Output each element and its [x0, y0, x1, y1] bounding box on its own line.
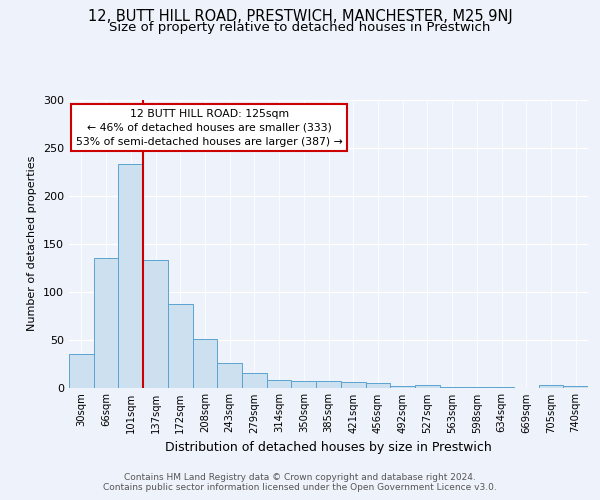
Bar [242, 373, 267, 388]
Bar [143, 260, 168, 388]
Bar [341, 382, 365, 388]
Text: Contains HM Land Registry data © Crown copyright and database right 2024.
Contai: Contains HM Land Registry data © Crown c… [103, 472, 497, 492]
Bar [415, 384, 440, 388]
Text: 12 BUTT HILL ROAD: 125sqm
← 46% of detached houses are smaller (333)
53% of semi: 12 BUTT HILL ROAD: 125sqm ← 46% of detac… [76, 108, 343, 146]
Bar [168, 304, 193, 388]
Bar [365, 382, 390, 388]
Bar [390, 386, 415, 388]
Bar [539, 384, 563, 388]
Bar [267, 380, 292, 388]
Bar [118, 164, 143, 388]
Bar [464, 386, 489, 388]
Bar [94, 258, 118, 388]
Bar [440, 386, 464, 388]
Bar [292, 381, 316, 388]
Bar [489, 386, 514, 388]
X-axis label: Distribution of detached houses by size in Prestwich: Distribution of detached houses by size … [165, 441, 492, 454]
Y-axis label: Number of detached properties: Number of detached properties [28, 156, 37, 332]
Bar [193, 338, 217, 388]
Bar [217, 362, 242, 388]
Text: Size of property relative to detached houses in Prestwich: Size of property relative to detached ho… [109, 21, 491, 34]
Bar [563, 386, 588, 388]
Text: 12, BUTT HILL ROAD, PRESTWICH, MANCHESTER, M25 9NJ: 12, BUTT HILL ROAD, PRESTWICH, MANCHESTE… [88, 9, 512, 24]
Bar [69, 354, 94, 388]
Bar [316, 381, 341, 388]
